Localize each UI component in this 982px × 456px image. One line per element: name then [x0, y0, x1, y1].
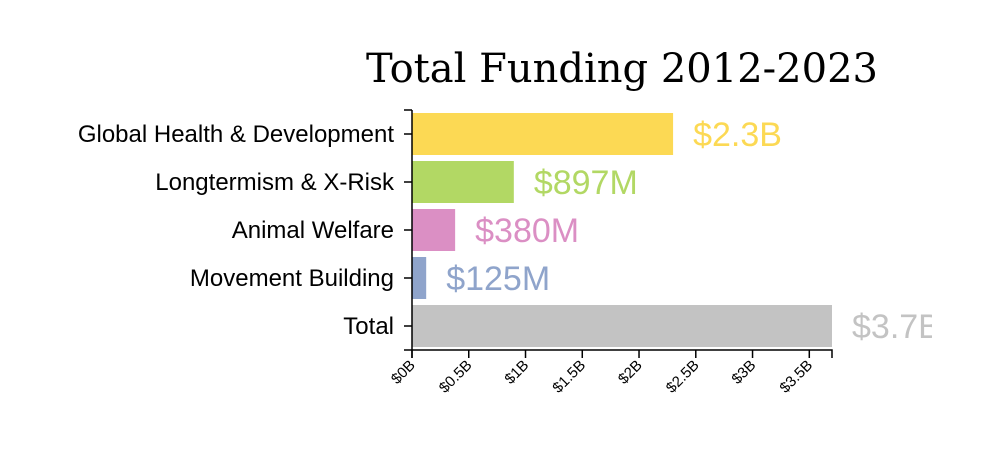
- bar-1: [412, 161, 514, 203]
- bar-4: [412, 305, 832, 347]
- bar-2: [412, 209, 456, 251]
- x-tick-label-0: $0B: [388, 357, 419, 388]
- x-axis-ticks: $0B $0.5B $1B $1.5B $2B $2.5B $3B $3.5B: [388, 350, 816, 397]
- category-label-3: Movement Building: [190, 265, 394, 292]
- x-tick-label-6: $3B: [728, 357, 759, 388]
- value-label-4: $3.7B: [852, 308, 941, 346]
- x-tick-label-7: $3.5B: [776, 357, 816, 397]
- y-axis-ticks: Global Health & Development Longtermism &…: [78, 109, 412, 351]
- value-label-3: $125M: [446, 260, 550, 298]
- x-tick-label-4: $2B: [615, 357, 646, 388]
- x-axis: [411, 349, 833, 358]
- x-tick-label-3: $1.5B: [549, 357, 589, 397]
- category-label-1: Longtermism & X-Risk: [155, 169, 395, 196]
- chart-title: Total Funding 2012-2023: [366, 46, 878, 92]
- value-label-1: $897M: [534, 164, 638, 202]
- bar-3: [412, 257, 427, 299]
- value-label-2: $380M: [475, 212, 579, 250]
- category-label-4: Total: [343, 313, 394, 340]
- x-tick-label-1: $0.5B: [436, 357, 476, 397]
- x-tick-label-5: $2.5B: [663, 357, 703, 397]
- value-label-0: $2.3B: [693, 116, 782, 154]
- bar-0: [412, 113, 674, 155]
- category-label-0: Global Health & Development: [78, 121, 395, 148]
- x-tick-label-2: $1B: [501, 357, 532, 388]
- plot-area: $2.3B $897M $380M $125M $3.7B: [412, 113, 941, 347]
- category-label-2: Animal Welfare: [232, 217, 394, 244]
